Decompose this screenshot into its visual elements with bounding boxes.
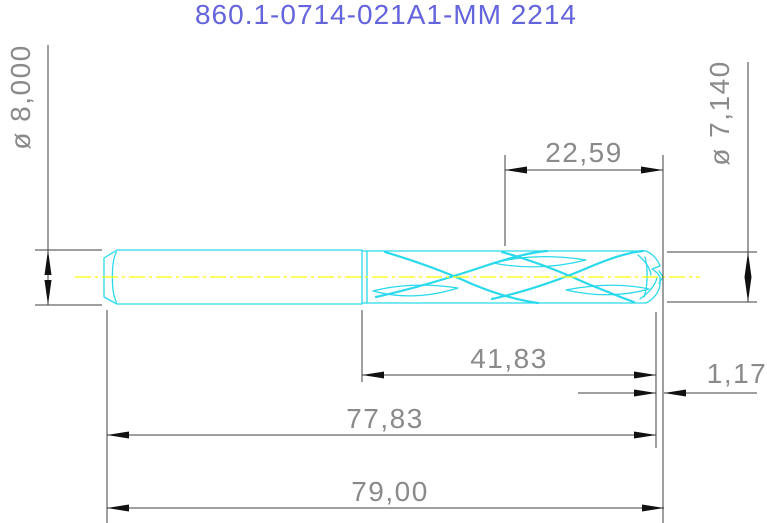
dimension-line: [35, 45, 102, 306]
dimension-shank-diameter: ø 8,000: [5, 44, 102, 306]
drill-flute-helix: [374, 249, 549, 299]
arrowhead-right: [634, 431, 656, 439]
arrowhead-up: [44, 250, 52, 275]
drill-shank: [103, 249, 363, 305]
drill-point-bottom: [645, 276, 661, 304]
arrowhead-left: [505, 166, 527, 174]
arrowhead-down: [44, 280, 52, 305]
dimension-overall-length: 79,00: [107, 476, 664, 512]
overall-length-label: 79,00: [351, 476, 429, 507]
arrowhead-right: [641, 166, 663, 174]
body-length-label: 77,83: [346, 403, 424, 434]
drill-point-inner-lower: [639, 277, 658, 300]
drill-flute-land: [372, 284, 459, 297]
arrowhead-down: [744, 277, 752, 302]
flute-length-label: 41,83: [470, 343, 548, 374]
arrowhead-left: [362, 371, 384, 379]
dimension-point-length: 1,17: [578, 358, 767, 397]
dimension-line: [361, 310, 656, 382]
arrowhead-up: [744, 252, 752, 277]
arrowhead-right: [642, 504, 664, 512]
drill-flute-land: [565, 284, 650, 296]
point-length-label: 1,17: [707, 358, 767, 389]
arrowhead-right: [634, 389, 656, 397]
shank-diameter-label: ø 8,000: [5, 44, 36, 149]
drill-point-inner-upper: [637, 254, 652, 276]
drill-flute-land: [492, 255, 587, 268]
arrowhead-right: [634, 371, 656, 379]
drawing-title: 860.1-0714-021A1-MM 2214: [195, 0, 577, 30]
dimension-body-length: 77,83: [107, 403, 656, 439]
cutting-diameter-label: ø 7,140: [704, 60, 735, 165]
dimension-step-length: 22,59: [504, 137, 663, 246]
arrowhead-left: [664, 389, 686, 397]
dimension-cutting-diameter: ø 7,140: [667, 60, 757, 303]
drill-flute-helix: [490, 249, 645, 301]
arrowhead-left: [107, 504, 129, 512]
drill-flute-helix: [383, 250, 540, 305]
dimension-flute-length: 41,83: [361, 310, 656, 382]
arrowhead-left: [107, 431, 129, 439]
drill-flute-helix: [500, 250, 636, 304]
step-length-label: 22,59: [545, 137, 623, 168]
dimension-line: [504, 155, 663, 246]
drill-point-top: [645, 250, 661, 278]
